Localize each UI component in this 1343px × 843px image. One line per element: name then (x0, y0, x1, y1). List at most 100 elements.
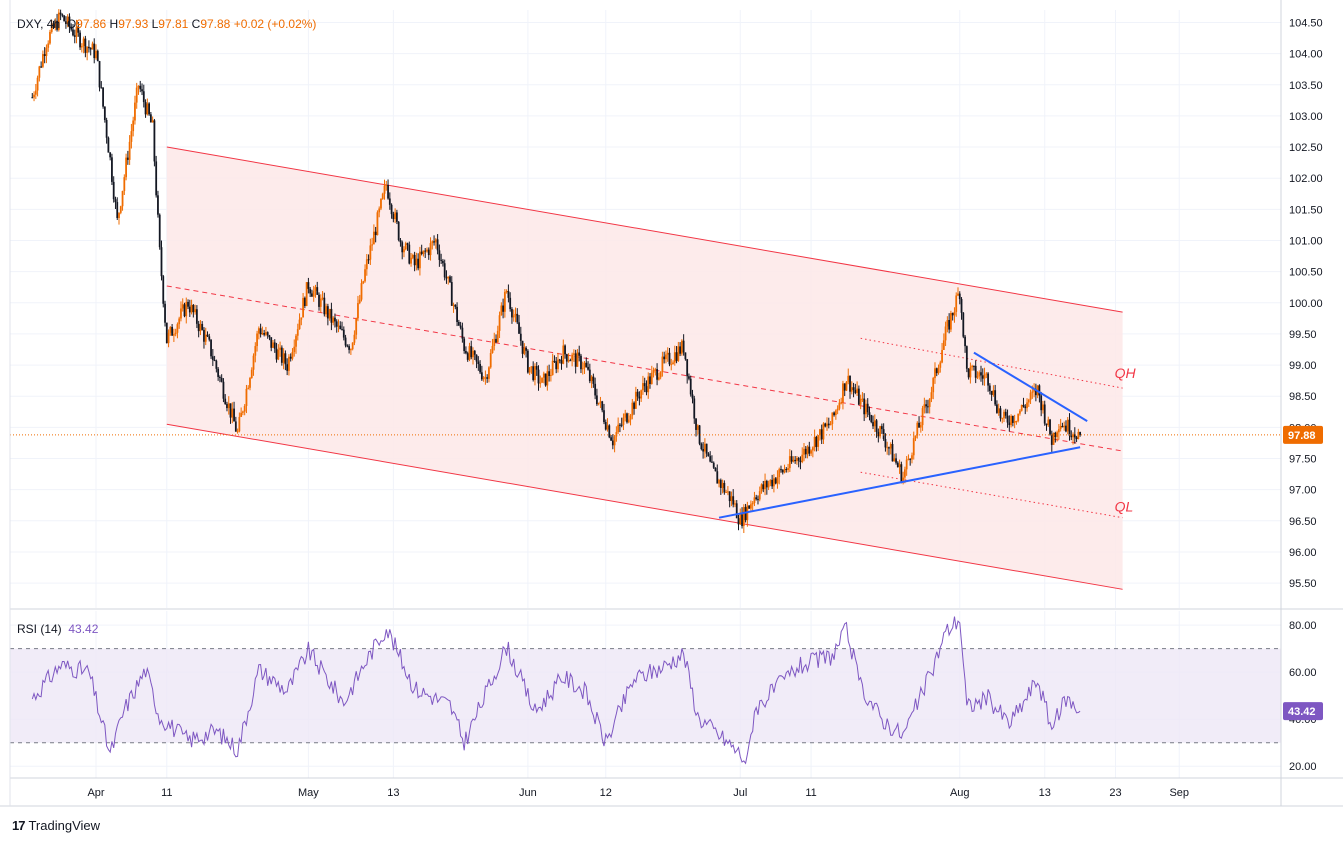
price-tick-label: 96.50 (1289, 516, 1317, 528)
candle-up (42, 54, 44, 67)
candle-down (268, 335, 271, 338)
candle-down (857, 388, 860, 405)
candle-down (450, 282, 453, 306)
candle-up (378, 208, 381, 213)
candle-down (996, 404, 998, 413)
tradingview-logo[interactable]: 17 TradingView (12, 818, 100, 833)
candle-down (698, 425, 701, 444)
candle-down (509, 297, 512, 310)
candle-down (643, 383, 646, 387)
candle-up (657, 377, 660, 380)
candle-up (627, 419, 630, 423)
candle-up (86, 46, 89, 53)
candle-down (114, 199, 117, 203)
support-trendline[interactable] (718, 446, 1081, 519)
candle-up (576, 352, 579, 367)
price-tick-label: 104.50 (1289, 17, 1323, 29)
candle-up (426, 249, 428, 252)
channel-lower-line[interactable] (166, 423, 1123, 590)
candle-down (408, 244, 411, 264)
channel-fill (166, 147, 1123, 590)
candle-down (762, 484, 765, 490)
candle-down (222, 381, 225, 399)
candle-up (838, 402, 841, 409)
candle-down (888, 447, 890, 449)
candle-down (220, 377, 223, 382)
candle-down (960, 299, 963, 313)
candle-down (449, 276, 451, 283)
candle-down (111, 157, 113, 182)
candle-up (942, 340, 945, 350)
candle-down (737, 518, 740, 525)
candle-down (61, 14, 64, 16)
candle-down (141, 89, 143, 92)
price-tick-label: 103.00 (1289, 111, 1323, 123)
candle-down (502, 305, 504, 312)
time-tick-label: Aug (950, 787, 970, 799)
low-label: L (151, 17, 159, 31)
resistance-trendline[interactable] (973, 351, 1088, 422)
candle-up (277, 349, 280, 360)
time-axis-labels[interactable]: Apr 11 May 13 Jun 12 Jul 11 Aug 13 23 Sep (87, 787, 1189, 799)
candle-down (162, 276, 165, 304)
candle-up (1057, 429, 1060, 433)
candle-up (769, 479, 772, 484)
candle-up (385, 184, 388, 186)
candle-up (778, 469, 781, 478)
candle-down (149, 114, 152, 123)
candle-up (1027, 399, 1030, 403)
candle-up (983, 374, 986, 379)
candle-up (512, 315, 515, 318)
candle-down (780, 469, 782, 471)
candle-down (84, 38, 87, 53)
candle-down (645, 386, 648, 393)
candle-down (682, 340, 685, 353)
candle-up (247, 387, 250, 389)
candle-up (923, 404, 926, 409)
candle-up (659, 372, 662, 378)
candle-down (461, 327, 464, 339)
candle-down (109, 152, 112, 158)
candle-down (636, 391, 639, 397)
candle-down (619, 424, 621, 426)
quartile-low-line[interactable] (860, 471, 1123, 519)
candle-up (288, 356, 290, 371)
time-tick-label: 11 (805, 787, 816, 799)
candle-up (696, 425, 699, 430)
rsi-label[interactable]: RSI (14) (17, 622, 62, 636)
ql-annotation: QL (1115, 499, 1134, 515)
candle-up (295, 335, 297, 347)
candle-up (250, 369, 253, 379)
candle-up (410, 257, 412, 264)
price-axis-labels[interactable]: 95.5096.0096.5097.0097.5098.0098.5099.00… (1289, 17, 1323, 590)
candle-down (918, 422, 920, 428)
candle-down (457, 322, 460, 326)
candle-up (642, 383, 644, 391)
candle-down (456, 306, 458, 323)
candle-up (452, 304, 455, 306)
candle-down (849, 375, 851, 392)
candle-up (597, 402, 600, 405)
candle-up (557, 359, 559, 370)
candle-up (1015, 420, 1018, 422)
candle-up (703, 443, 706, 452)
candle-up (178, 318, 181, 325)
candle-down (286, 364, 289, 371)
candle-up (1026, 402, 1028, 409)
candle-down (270, 337, 273, 348)
candle-down (649, 376, 651, 385)
candle-down (973, 365, 975, 367)
candle-up (488, 367, 490, 379)
candle-down (417, 258, 420, 269)
candle-up (941, 349, 943, 363)
symbol-label[interactable]: DXY, 4h (17, 17, 61, 31)
candle-up (365, 259, 368, 270)
candle-down (52, 23, 55, 28)
candle-down (307, 282, 310, 289)
candle-down (707, 453, 710, 457)
candle-down (771, 479, 774, 487)
candle-down (663, 356, 666, 360)
channel-upper-line[interactable] (166, 146, 1123, 313)
